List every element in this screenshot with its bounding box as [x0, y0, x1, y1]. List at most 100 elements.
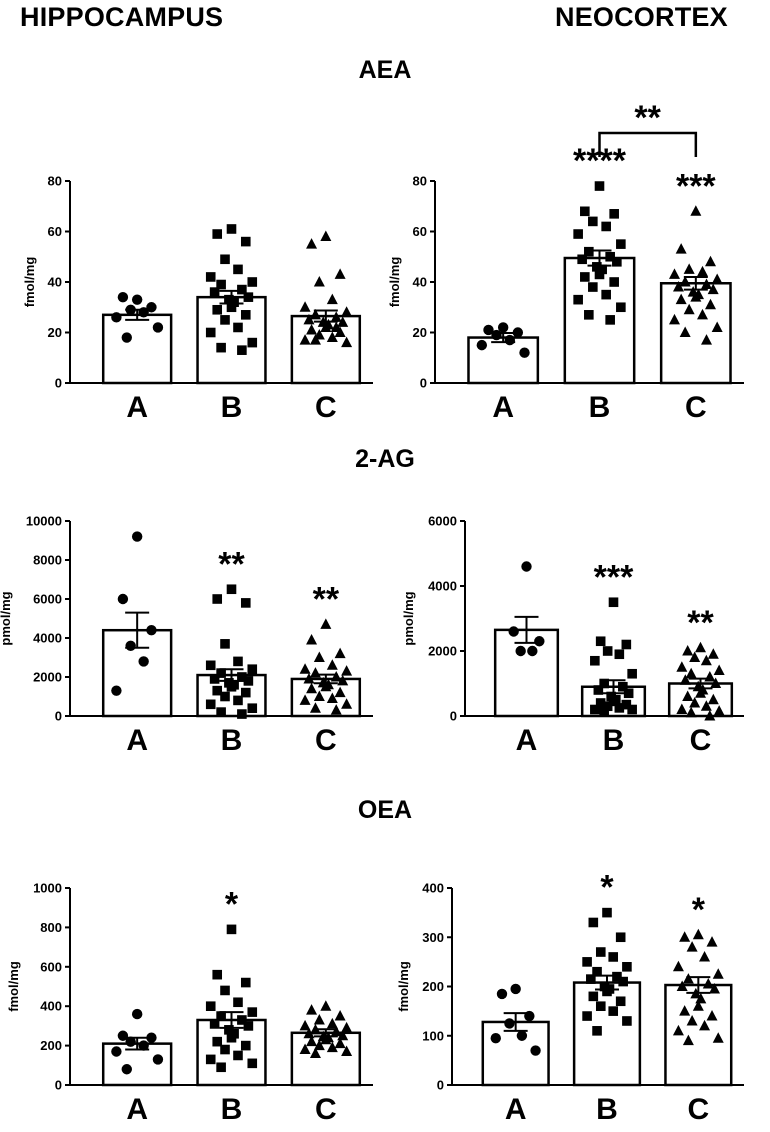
data-point — [683, 263, 695, 274]
comparison-bracket — [598, 131, 698, 157]
data-point — [682, 973, 694, 984]
data-point — [229, 1028, 239, 1039]
category-label-B: B — [589, 391, 611, 424]
data-point — [588, 282, 598, 292]
data-point — [212, 594, 223, 604]
category-label-A: A — [492, 391, 514, 424]
data-point — [711, 273, 723, 284]
data-point — [233, 695, 243, 706]
data-point — [672, 1024, 684, 1036]
data-point — [679, 674, 691, 685]
data-point — [682, 1034, 694, 1046]
data-point — [125, 304, 136, 315]
y-tick-label: 4000 — [428, 579, 457, 594]
data-point — [679, 276, 691, 287]
significance-label: *** — [594, 558, 634, 596]
data-point — [247, 277, 258, 287]
data-point — [237, 284, 247, 295]
data-point — [216, 668, 226, 678]
bar-A — [101, 628, 173, 718]
significance-label: * — [600, 869, 614, 907]
data-point — [573, 229, 583, 239]
data-point — [519, 347, 530, 358]
data-point — [706, 1010, 718, 1021]
data-point — [672, 960, 684, 972]
data-point — [220, 985, 230, 996]
data-point — [676, 661, 688, 672]
data-point — [229, 297, 239, 307]
data-point — [586, 974, 596, 984]
bar-B — [580, 685, 647, 718]
data-point — [216, 1011, 226, 1021]
category-label-C: C — [687, 1093, 709, 1126]
category-label-A: A — [126, 391, 148, 424]
data-point — [601, 221, 611, 232]
data-point — [341, 665, 353, 676]
category-label-B: B — [221, 724, 243, 757]
y-tick-label: 8000 — [33, 553, 62, 568]
significance-label: * — [692, 891, 706, 929]
y-tick-label: 6000 — [428, 514, 457, 529]
y-tick-label: 0 — [450, 709, 457, 724]
data-point — [692, 928, 704, 940]
data-point — [689, 651, 701, 662]
data-point — [496, 988, 508, 1000]
data-point — [146, 1032, 157, 1043]
category-label-B: B — [596, 1093, 618, 1126]
data-point — [205, 1054, 216, 1065]
bar-A — [493, 628, 560, 718]
data-point — [309, 334, 321, 345]
data-point — [707, 648, 719, 659]
data-point — [614, 703, 625, 713]
data-point — [205, 1001, 216, 1011]
bar-C — [667, 682, 734, 718]
data-point — [317, 676, 329, 688]
data-point — [621, 699, 632, 710]
data-point — [675, 293, 687, 305]
bar-B — [572, 981, 642, 1087]
data-point — [337, 316, 349, 327]
data-point — [240, 598, 251, 608]
data-point — [313, 690, 325, 701]
data-point — [584, 246, 594, 257]
data-point — [685, 706, 697, 718]
data-point — [682, 645, 694, 656]
y-tick-label: 20 — [48, 325, 62, 340]
data-point — [224, 678, 234, 688]
data-point — [226, 224, 237, 234]
data-point — [146, 302, 157, 313]
data-point — [334, 326, 346, 337]
y-tick-label: 60 — [413, 224, 427, 239]
data-point — [247, 703, 258, 713]
data-point — [320, 618, 332, 629]
y-tick-label: 400 — [40, 999, 62, 1014]
data-point — [299, 663, 311, 674]
data-point — [330, 671, 342, 682]
data-point — [701, 278, 713, 290]
data-point — [125, 1036, 136, 1047]
data-point — [306, 1004, 318, 1015]
data-point — [117, 1030, 129, 1041]
data-point — [530, 1045, 541, 1056]
data-point — [247, 337, 258, 348]
data-point — [309, 308, 321, 320]
data-point — [672, 281, 684, 292]
data-point — [599, 706, 609, 716]
data-point — [609, 209, 619, 219]
data-point — [247, 1007, 258, 1017]
data-point — [679, 326, 691, 337]
data-point — [243, 1021, 254, 1031]
data-point — [704, 671, 716, 682]
data-point — [220, 1044, 230, 1055]
category-label-B: B — [603, 724, 625, 757]
data-point — [313, 1013, 325, 1025]
data-point — [326, 1041, 338, 1053]
data-point — [216, 342, 226, 353]
y-tick-label: 1000 — [33, 881, 62, 896]
data-point — [602, 646, 613, 656]
data-point — [209, 287, 220, 297]
data-point — [690, 205, 702, 216]
y-tick-label: 60 — [48, 224, 62, 239]
data-point — [220, 315, 230, 325]
